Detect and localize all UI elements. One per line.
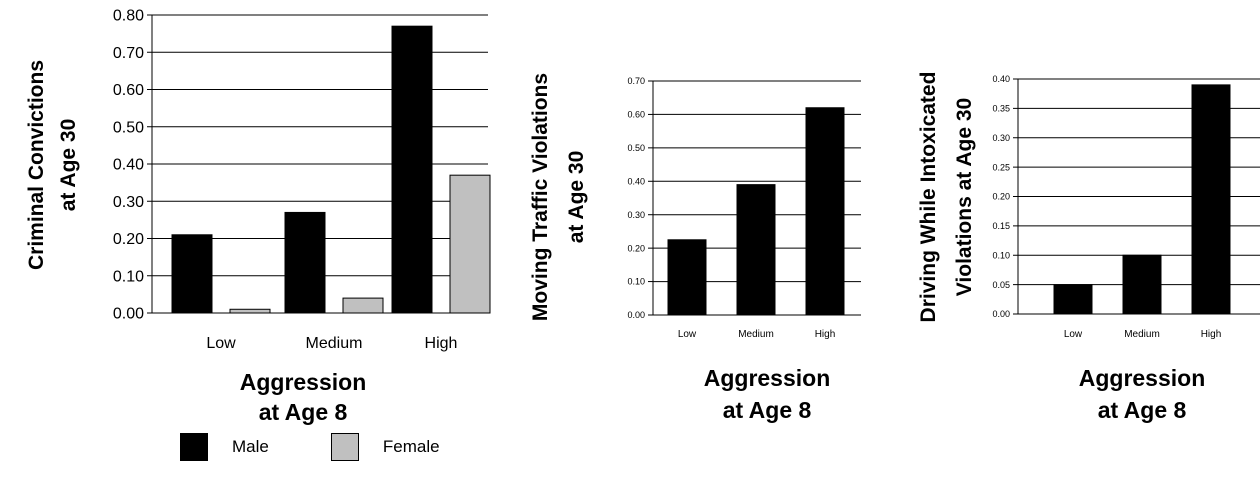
- chart2-ytick-label: 0.50: [627, 143, 645, 153]
- chart3-ytick-label: 0.20: [992, 192, 1010, 202]
- chart1-ytick-label: 0.50: [113, 119, 144, 136]
- chart3-category-label: High: [1201, 329, 1222, 340]
- chart2-ytick-label: 0.20: [627, 243, 645, 253]
- chart3-category-label: Low: [1064, 329, 1083, 340]
- chart1-ytick-label: 0.30: [113, 194, 144, 211]
- chart3-ytick-label: 0.00: [992, 309, 1010, 319]
- chart3-xlabel-line2: at Age 8: [1098, 397, 1187, 423]
- chart2-ytick-label: 0.30: [627, 210, 645, 220]
- chart3-bar-value-medium: [1122, 254, 1162, 315]
- chart1-ytick-label: 0.20: [113, 231, 144, 248]
- chart1-ylabel-line2: at Age 30: [57, 119, 80, 212]
- chart2-bar-value-high: [805, 107, 845, 316]
- chart3-ytick-label: 0.35: [992, 104, 1010, 114]
- chart1-category-label: Low: [206, 335, 236, 352]
- chart2-ytick-label: 0.60: [627, 110, 645, 120]
- legend-swatch-male: [180, 433, 208, 461]
- legend: Male Female: [180, 433, 502, 461]
- chart2-category-label: High: [815, 329, 836, 340]
- legend-item-female: Female: [330, 433, 440, 461]
- chart1-ytick-label: 0.10: [113, 268, 144, 285]
- chart1-bar-male-high: [391, 25, 433, 314]
- chart1-ytick-label: 0.40: [113, 157, 144, 174]
- chart3-xlabel-line1: Aggression: [1079, 365, 1206, 391]
- chart2-ytick-label: 0.40: [627, 176, 645, 186]
- chart3-ytick-label: 0.10: [992, 250, 1010, 260]
- chart3-ytick-label: 0.05: [992, 280, 1010, 290]
- chart1-xlabel-line1: Aggression: [240, 369, 367, 395]
- chart1-ytick-label: 0.80: [113, 8, 144, 25]
- chart3-ytick-label: 0.30: [992, 133, 1010, 143]
- legend-label-male: Male: [232, 437, 269, 456]
- legend-label-female: Female: [382, 437, 440, 456]
- chart1-category-label: Medium: [306, 335, 363, 352]
- chart2-xlabel-line2: at Age 8: [723, 397, 812, 423]
- chart1-category-label: High: [425, 335, 458, 352]
- chart1-ytick-label: 0.00: [113, 306, 144, 323]
- chart3-ytick-label: 0.25: [992, 162, 1010, 172]
- chart2-category-label: Medium: [738, 329, 774, 340]
- chart1-ytick-label: 0.70: [113, 45, 144, 62]
- chart3-bar-value-low: [1053, 284, 1093, 315]
- chart2-bar-value-low: [667, 239, 707, 316]
- chart2-xlabel-line1: Aggression: [704, 365, 831, 391]
- chart3-ylabel-line2: Violations at Age 30: [953, 98, 976, 296]
- chart3-ytick-label: 0.15: [992, 221, 1010, 231]
- chart1-ytick-label: 0.60: [113, 82, 144, 99]
- chart2-category-label: Low: [678, 329, 697, 340]
- chart2-ylabel-line2: at Age 30: [565, 151, 588, 244]
- legend-item-male: Male: [180, 433, 269, 461]
- chart3-bar-value-high: [1191, 84, 1231, 315]
- chart2-bar-value-medium: [736, 184, 776, 316]
- chart1-bar-female-low: [229, 308, 271, 314]
- chart1-ylabel-line1: Criminal Convictions: [25, 60, 48, 270]
- chart3-category-label: Medium: [1124, 329, 1160, 340]
- chart1-bar-female-medium: [342, 297, 384, 314]
- chart3-ylabel-line1: Driving While Intoxicated: [917, 72, 940, 323]
- legend-swatch-female: [330, 433, 359, 461]
- chart2-ytick-label: 0.10: [627, 277, 645, 287]
- chart1-bar-female-high: [449, 174, 491, 314]
- chart1-xlabel-line2: at Age 8: [259, 399, 348, 425]
- chart2-ytick-label: 0.00: [627, 310, 645, 320]
- chart3-ytick-label: 0.40: [992, 74, 1010, 84]
- chart2-ylabel-line1: Moving Traffic Violations: [529, 73, 552, 321]
- chart2-ytick-label: 0.70: [627, 76, 645, 86]
- chart1-bar-male-low: [171, 234, 213, 314]
- chart1-bar-male-medium: [284, 211, 326, 314]
